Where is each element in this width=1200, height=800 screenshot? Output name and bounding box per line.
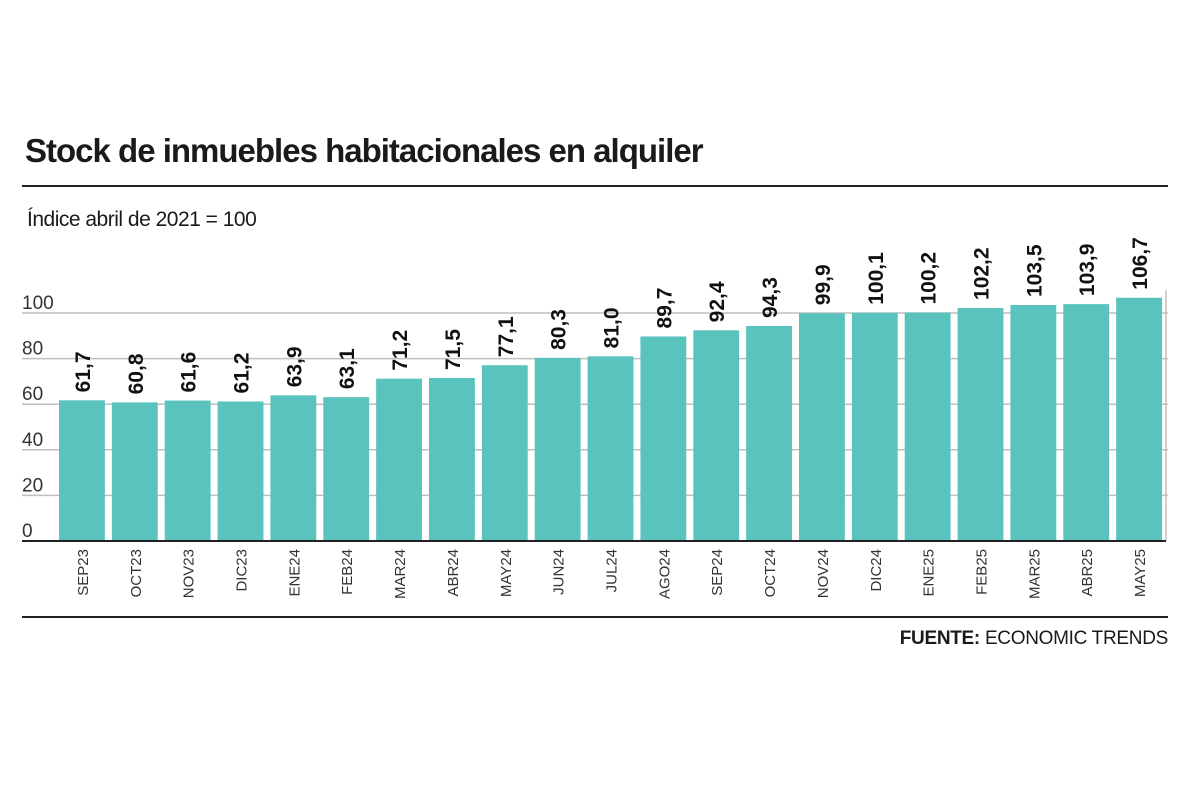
bar	[270, 395, 317, 541]
category-label: MAY25	[1132, 549, 1149, 597]
source-text: ECONOMIC TRENDS	[984, 628, 1168, 649]
value-label: 80,3	[548, 309, 571, 350]
bar	[217, 401, 264, 541]
y-tick-label: 100	[22, 293, 54, 314]
bar	[693, 330, 740, 541]
bar	[799, 313, 845, 541]
value-label: 63,1	[336, 348, 359, 389]
value-label: 89,7	[653, 288, 676, 329]
bar	[957, 307, 1004, 541]
category-label: OCT23	[128, 549, 145, 597]
bar	[111, 402, 158, 541]
value-label: 63,9	[283, 346, 306, 387]
category-label: MAR25	[1026, 549, 1043, 599]
bar	[851, 312, 898, 541]
category-label: ENE25	[921, 549, 938, 597]
bar	[323, 397, 370, 541]
category-label: ENE24	[286, 549, 303, 597]
bar	[1116, 297, 1162, 541]
value-label: 103,5	[1023, 244, 1046, 297]
value-label: 61,6	[178, 352, 201, 393]
footer-divider	[22, 616, 1168, 618]
value-label: 100,2	[918, 252, 941, 305]
category-label: SEP23	[75, 549, 92, 596]
value-label: 92,4	[706, 281, 729, 322]
bar	[481, 365, 528, 541]
bars	[59, 297, 1162, 541]
value-label: 102,2	[971, 247, 994, 300]
value-label: 106,7	[1129, 237, 1152, 290]
value-label: 61,2	[231, 353, 254, 394]
value-label: 81,0	[601, 307, 624, 348]
category-label: DIC24	[868, 549, 885, 592]
category-label: DIC23	[234, 549, 251, 592]
source-note: FUENTE: ECONOMIC TRENDS	[899, 628, 1169, 650]
value-label: 100,1	[865, 252, 888, 305]
category-label: JUN24	[551, 549, 568, 595]
bar	[640, 336, 687, 541]
bar	[164, 400, 211, 541]
category-label: NOV23	[181, 549, 198, 598]
y-tick-label: 0	[22, 521, 33, 542]
category-label: ABR24	[445, 549, 462, 597]
category-label: NOV24	[815, 549, 832, 598]
category-label: JUL24	[604, 549, 621, 592]
y-tick-label: 20	[22, 475, 43, 496]
value-label: 61,7	[72, 351, 95, 392]
chart-title: Stock de inmuebles habitacionales en alq…	[25, 132, 704, 169]
chart-subtitle: Índice abril de 2021 = 100	[27, 208, 257, 231]
category-label: MAY24	[498, 549, 515, 597]
bar	[59, 400, 105, 541]
category-label: OCT24	[762, 549, 779, 597]
y-tick-label: 60	[22, 384, 43, 405]
value-label: 103,9	[1076, 244, 1099, 297]
bar	[376, 378, 422, 541]
bar	[1063, 304, 1110, 541]
value-label: 60,8	[125, 353, 148, 394]
value-label: 71,2	[389, 330, 412, 371]
y-tick-label: 40	[22, 430, 43, 451]
y-tick-label: 80	[22, 339, 43, 360]
category-label: MAR24	[392, 549, 409, 599]
category-labels: SEP23 OCT23 NOV23 DIC23 ENE24 FEB24 MAR24 ABR24…	[75, 549, 1149, 599]
bar	[904, 312, 951, 541]
category-label: AGO24	[656, 549, 673, 599]
value-label: 99,9	[812, 264, 835, 305]
bar	[534, 357, 581, 541]
category-label: SEP24	[709, 549, 726, 596]
value-label: 77,1	[495, 316, 518, 357]
value-label: 71,5	[442, 329, 465, 370]
category-label: ABR25	[1079, 549, 1096, 597]
bar	[429, 377, 475, 541]
value-label: 94,3	[759, 277, 782, 318]
bar	[746, 325, 792, 541]
y-axis-ticks: 0 20 40 60 80 100	[22, 293, 54, 542]
value-labels: 61,7 60,8 61,6 61,2 63,9 63,1 71,2 71,5 77,1 80,3…	[72, 237, 1152, 394]
bar	[1010, 305, 1057, 541]
category-label: FEB24	[339, 549, 356, 595]
source-label: FUENTE:	[899, 628, 981, 649]
title-divider	[22, 185, 1168, 187]
category-label: FEB25	[974, 549, 991, 595]
bar	[587, 356, 634, 541]
